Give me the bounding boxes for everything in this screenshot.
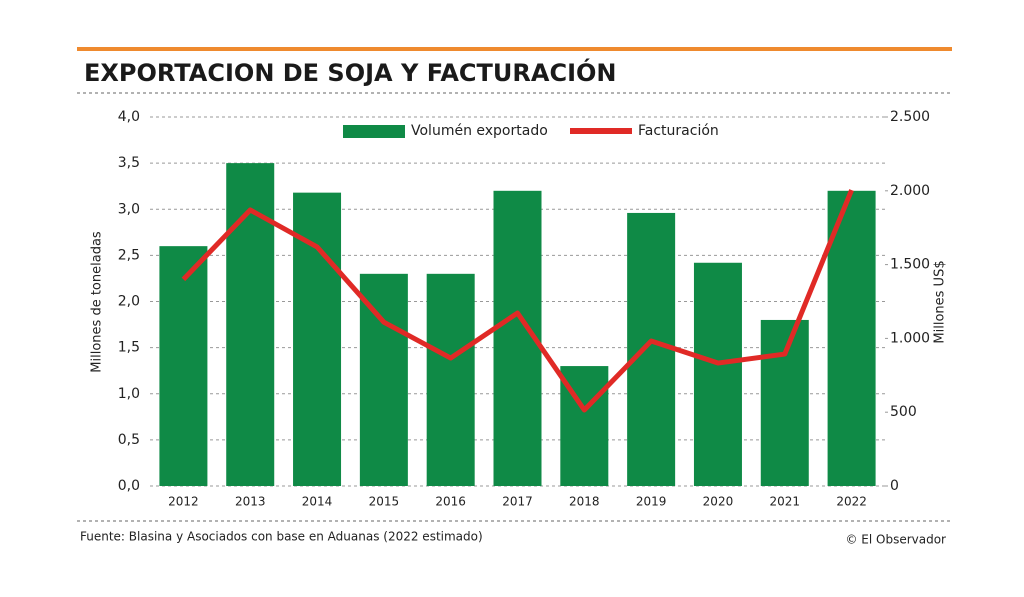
y2-tick-label: 1.500 <box>890 257 930 273</box>
credit: © El Observador <box>845 533 946 547</box>
x-tick-label: 2017 <box>502 495 533 509</box>
y-tick-label: 0,5 <box>118 432 140 448</box>
y2-tick-label: 1.000 <box>890 330 930 346</box>
y-tick-label: 1,5 <box>118 340 140 356</box>
x-tick-label: 2022 <box>836 495 867 509</box>
source: Fuente: Blasina y Asociados con base en … <box>80 530 483 544</box>
bar <box>426 273 475 486</box>
y-tick-label: 3,0 <box>118 201 140 217</box>
x-tick-label: 2019 <box>636 495 667 509</box>
y-axis-title: Millones de toneladas <box>90 231 105 373</box>
x-tick-label: 2016 <box>435 495 466 509</box>
x-tick-label: 2015 <box>369 495 400 509</box>
y2-tick-label: 500 <box>890 404 917 420</box>
x-tick-label: 2012 <box>168 495 199 509</box>
x-tick-label: 2013 <box>235 495 266 509</box>
bar <box>359 273 408 486</box>
bar <box>293 192 342 486</box>
y2-tick-label: 2.000 <box>890 183 930 199</box>
y2-tick-label: 2.500 <box>890 109 930 125</box>
y-tick-label: 2,5 <box>118 247 140 263</box>
chart-title: EXPORTACION DE SOJA Y FACTURACIÓN <box>84 57 617 87</box>
y-tick-label: 4,0 <box>118 109 140 125</box>
x-tick-label: 2020 <box>703 495 734 509</box>
x-tick-label: 2014 <box>302 495 333 509</box>
bar <box>693 262 742 486</box>
bar <box>760 319 809 486</box>
y-tick-label: 0,0 <box>118 478 140 494</box>
y-tick-label: 1,0 <box>118 386 140 402</box>
bar <box>827 190 876 487</box>
y2-tick-label: 0 <box>890 478 899 494</box>
y-tick-label: 2,0 <box>118 294 140 310</box>
bar <box>627 212 676 486</box>
legend-label: Facturación <box>638 123 719 139</box>
line <box>181 189 854 413</box>
legend-label: Volumén exportado <box>411 123 548 139</box>
x-tick-label: 2021 <box>769 495 800 509</box>
y2-axis-title: Millones US$ <box>933 260 948 343</box>
bar <box>159 246 208 486</box>
legend-swatch <box>343 125 405 138</box>
y-tick-label: 3,5 <box>118 155 140 171</box>
x-tick-label: 2018 <box>569 495 600 509</box>
